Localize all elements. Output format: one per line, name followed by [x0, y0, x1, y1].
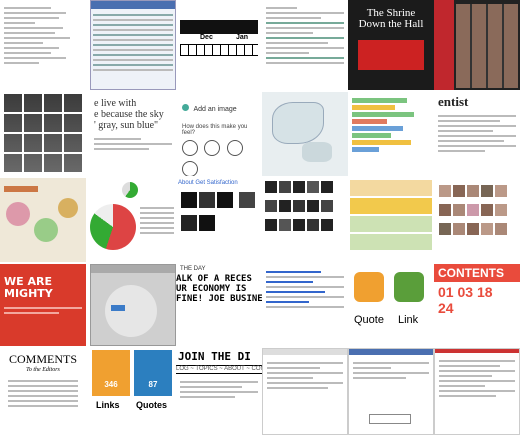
tile-text-doc[interactable]: [0, 0, 86, 90]
contents-num-2: 03: [457, 284, 474, 300]
quote-line-3: ' gray, sun blue": [94, 120, 159, 131]
quote-line-2: e because the sky: [94, 109, 164, 120]
angry-icon[interactable]: [182, 161, 198, 176]
quote-label: Quote: [354, 314, 384, 326]
stat-quotes-label: Quotes: [136, 400, 168, 410]
tile-comments[interactable]: COMMENTS To the Editors: [0, 348, 86, 435]
add-image-icon: [182, 104, 189, 111]
tile-pie-chart[interactable]: [90, 178, 176, 262]
tile-map[interactable]: [262, 92, 348, 176]
paper-headline-2: UR ECONOMY IS: [176, 284, 247, 294]
blog-nav[interactable]: LOG ~ TOPICS ~ ABOUT ~ CONTAC: [176, 365, 262, 374]
blog-banner: JOIN THE DI: [178, 350, 251, 363]
paper-headline-1: ALK OF A RECES: [176, 274, 252, 284]
contents-title: CONTENTS: [434, 264, 520, 282]
link-label: Link: [398, 314, 419, 326]
tile-callouts[interactable]: [348, 178, 434, 262]
tile-form-doc[interactable]: [262, 0, 348, 90]
tile-we-are-mighty[interactable]: WE ARE MIGHTY: [0, 264, 86, 346]
stat-links-count: 346: [104, 380, 118, 389]
tile-newspaper[interactable]: THE DAY ALK OF A RECES UR ECONOMY IS FIN…: [176, 264, 262, 346]
month-jan: Jan: [236, 34, 249, 41]
tile-photo-mosaic[interactable]: [434, 0, 520, 90]
add-image-link[interactable]: Add an image: [193, 106, 237, 113]
contents-num-3: 18: [476, 284, 493, 300]
tile-quote-text[interactable]: e live with e because the sky ' gray, su…: [90, 92, 176, 176]
contents-num-1: 01: [438, 284, 454, 300]
quote-icon[interactable]: [354, 272, 384, 302]
contents-num-4: 24: [438, 300, 454, 316]
tile-webpage[interactable]: [262, 348, 348, 435]
shrine-title: The Shrine Down the Hall: [358, 7, 424, 30]
comments-title: COMMENTS: [8, 352, 77, 366]
feedback-question: How does this make you feel?: [182, 124, 248, 136]
comments-subtitle: To the Editors: [26, 367, 60, 373]
tile-colorwatch[interactable]: [0, 178, 86, 262]
tile-calendar[interactable]: Dec Jan: [176, 0, 262, 90]
scientist-logo: entist: [438, 94, 469, 109]
tile-scientist-article[interactable]: entist: [434, 92, 520, 176]
tile-stats[interactable]: 346 87 Links Quotes: [90, 348, 176, 435]
neutral-icon[interactable]: [204, 140, 221, 156]
pie-small: [122, 182, 138, 198]
smile-icon[interactable]: [182, 140, 198, 156]
tile-satisfaction-icons[interactable]: About Get Satisfaction: [176, 178, 262, 262]
pie-large: [90, 204, 136, 250]
tile-document-page[interactable]: [434, 348, 520, 435]
paper-day: THE DAY: [180, 266, 206, 272]
month-dec: Dec: [200, 34, 213, 41]
stat-quotes-count: 87: [148, 380, 158, 389]
link-icon[interactable]: [394, 272, 424, 302]
tile-magazine-shrine[interactable]: The Shrine Down the Hall: [348, 0, 434, 90]
tile-faces-grid[interactable]: [434, 178, 520, 262]
tile-quote-link-icons[interactable]: Quote Link: [348, 264, 434, 346]
frown-icon[interactable]: [226, 140, 243, 156]
tile-feedback-form[interactable]: Add an image How does this make you feel…: [176, 92, 262, 176]
stat-links-label: Links: [96, 400, 120, 410]
tile-bar-list[interactable]: [348, 92, 434, 176]
tile-photo-grid[interactable]: [0, 92, 86, 176]
tile-blog-header[interactable]: JOIN THE DI LOG ~ TOPICS ~ ABOUT ~ CONTA…: [176, 348, 262, 435]
paper-headline-3: FINE! JOE BUSINE: [176, 294, 262, 304]
quote-line-1: e live with: [94, 98, 137, 109]
tile-infographic[interactable]: [262, 178, 348, 262]
tile-contents[interactable]: CONTENTS 01 03 18 24: [434, 264, 520, 346]
tile-spreadsheet[interactable]: [90, 0, 176, 90]
tile-browser-map[interactable]: [90, 264, 176, 346]
tile-form-page[interactable]: [348, 348, 434, 435]
get-satisfaction-link[interactable]: About Get Satisfaction: [178, 180, 238, 186]
mighty-headline: WE ARE MIGHTY: [4, 275, 53, 300]
tile-text-list[interactable]: [262, 264, 348, 346]
